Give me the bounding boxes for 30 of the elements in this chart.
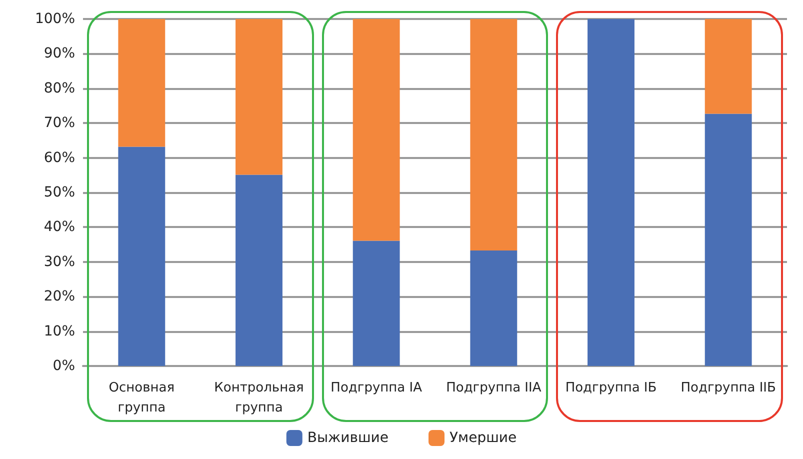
bar (352, 19, 400, 241)
bar (118, 19, 166, 147)
bar (352, 240, 400, 366)
legend-label: Выжившие (307, 430, 389, 446)
bar (236, 174, 282, 366)
y-tick-label: 0% (52, 358, 75, 374)
bar (118, 146, 166, 366)
bar (588, 19, 634, 366)
bar (236, 19, 282, 175)
y-tick-label: 50% (44, 184, 75, 200)
bar (470, 19, 518, 250)
y-tick-label: 60% (44, 150, 75, 166)
x-tick-label: Подгруппа IIБ (680, 380, 776, 396)
x-tick-label: Подгруппа IIA (446, 380, 542, 396)
x-tick-label: Подгруппа IБ (565, 380, 657, 396)
legend-label: Умершие (450, 430, 517, 446)
y-tick-label: 80% (44, 80, 75, 96)
y-tick-label: 10% (44, 323, 75, 340)
x-tick-label: Подгруппа IA (330, 380, 422, 396)
y-tick-label: 90% (44, 46, 75, 62)
x-tick-label: Основная группа (108, 380, 175, 416)
y-tick-label: 20% (44, 288, 75, 305)
y-tick-label: 40% (44, 219, 75, 236)
bar (470, 250, 518, 366)
bar (704, 19, 752, 114)
x-tick-label: Контрольная группа (214, 380, 304, 416)
bar (704, 114, 752, 366)
y-tick-label: 30% (44, 254, 75, 270)
y-tick-label: 100% (34, 11, 75, 27)
y-tick-label: 70% (44, 115, 75, 132)
